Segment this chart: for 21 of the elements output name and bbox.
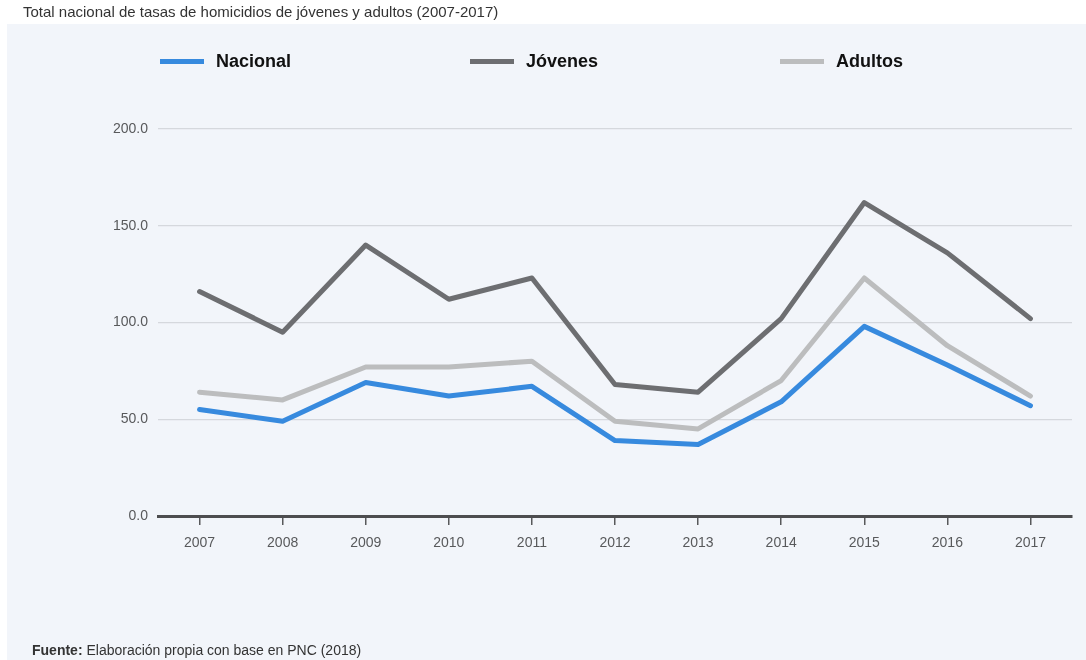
chart-title: Total nacional de tasas de homicidios de jóvenes y adultos (2007-2017): [23, 3, 499, 20]
x-tick-label: 2008: [267, 534, 299, 551]
x-tick-label: 2017: [1014, 534, 1047, 551]
x-tick-label: 2011: [516, 534, 548, 551]
legend-label: Nacional: [216, 51, 292, 72]
y-tick-label: 0.0: [128, 506, 149, 523]
x-tick-label: 2010: [433, 534, 465, 551]
legend-label: Jóvenes: [526, 51, 599, 72]
y-tick-label: 50.0: [120, 410, 149, 427]
x-tick-label: 2015: [848, 534, 881, 551]
x-tick-label: 2009: [350, 534, 382, 551]
y-tick-label: 100.0: [112, 313, 149, 330]
x-tick-label: 2007: [183, 534, 216, 551]
legend-label: Adultos: [836, 51, 903, 72]
x-tick-label: 2016: [931, 534, 964, 551]
y-tick-label: 150.0: [112, 216, 149, 233]
x-tick-label: 2014: [765, 534, 797, 551]
source-note: Fuente: Elaboración propia con base en PNC (2018): [32, 642, 362, 658]
x-tick-label: 2013: [682, 534, 714, 551]
y-tick-label: 200.0: [112, 119, 149, 136]
x-tick-label: 2012: [599, 534, 631, 551]
